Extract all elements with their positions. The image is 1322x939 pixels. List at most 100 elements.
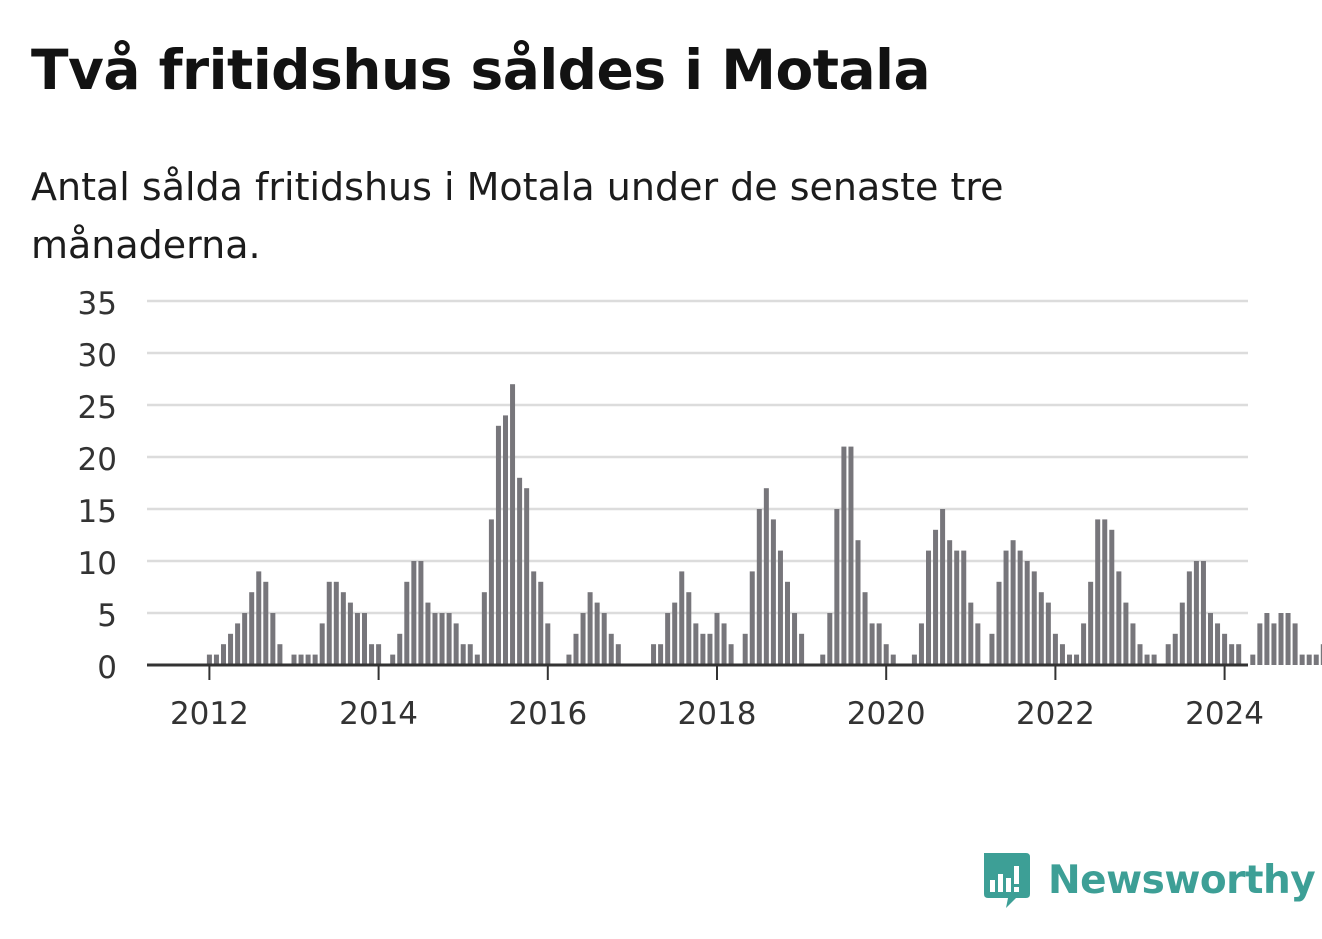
bar (1313, 654, 1319, 665)
bar (1116, 571, 1122, 665)
chart-subtitle: Antal sålda fritidshus i Motala under de… (31, 165, 1004, 267)
bar (770, 519, 776, 665)
bar (256, 571, 262, 665)
bar (333, 581, 339, 665)
bar (362, 613, 367, 665)
bar (446, 613, 452, 665)
y-tick-label: 5 (97, 598, 117, 634)
bar (841, 446, 847, 665)
bar (1165, 644, 1171, 665)
bar (742, 633, 748, 665)
y-tick-label: 0 (97, 650, 117, 686)
bar (1250, 654, 1256, 665)
bar (756, 509, 762, 665)
bar (587, 592, 593, 665)
bar (763, 488, 769, 665)
bar (1285, 613, 1291, 665)
x-tick-label: 2024 (1185, 696, 1264, 732)
bar (432, 613, 438, 665)
bar (524, 488, 530, 665)
bar (954, 550, 960, 665)
y-tick-label: 20 (78, 442, 117, 478)
y-tick-label: 25 (78, 390, 117, 426)
bar (827, 613, 833, 665)
bar (1074, 654, 1080, 665)
bar (1144, 654, 1150, 665)
bar (481, 592, 487, 665)
bar (940, 509, 946, 665)
bar (672, 602, 678, 665)
bar (686, 592, 692, 665)
bar (1264, 613, 1270, 665)
bar (947, 540, 953, 665)
bar (1320, 644, 1322, 665)
bar (615, 644, 621, 665)
newsworthy-logo: Newsworthy (980, 850, 1316, 910)
bar (933, 529, 939, 665)
bar (1208, 613, 1213, 665)
bar (291, 654, 297, 665)
bar (1017, 550, 1023, 665)
bar (418, 561, 424, 665)
bar (700, 633, 706, 665)
bar (777, 550, 783, 665)
bar (510, 384, 516, 665)
bar (460, 644, 466, 665)
newsworthy-chart-logo-icon (984, 853, 1030, 908)
bar (721, 623, 727, 665)
bar (658, 644, 664, 665)
bar (749, 571, 755, 665)
bar (340, 592, 346, 665)
bar (996, 581, 1002, 665)
bar (1088, 581, 1094, 665)
bar (347, 602, 353, 665)
bar (1193, 561, 1199, 665)
bar (390, 654, 396, 665)
bar (785, 581, 790, 665)
bar (975, 623, 981, 665)
bar (601, 613, 607, 665)
bar (517, 477, 523, 665)
x-tick-label: 2014 (339, 696, 418, 732)
bar (326, 581, 332, 665)
bar (298, 654, 304, 665)
bar (354, 613, 360, 665)
bar (319, 623, 325, 665)
bar (1257, 623, 1263, 665)
bar (1038, 592, 1044, 665)
bar (1172, 633, 1178, 665)
bar (531, 571, 537, 665)
bar (566, 654, 572, 665)
bar (1052, 633, 1058, 665)
bar (312, 654, 318, 665)
bar (270, 613, 276, 665)
bar (890, 654, 896, 665)
bar (1179, 602, 1185, 665)
bar (538, 581, 544, 665)
bar (495, 425, 501, 665)
bar (369, 644, 375, 665)
bar (228, 633, 234, 665)
bar (1222, 633, 1228, 665)
y-tick-label: 30 (78, 338, 117, 374)
bar (1229, 644, 1235, 665)
bar (206, 654, 212, 665)
bar (453, 623, 459, 665)
bar (1186, 571, 1192, 665)
bar (1109, 529, 1115, 665)
bar (679, 571, 685, 665)
bar (968, 602, 974, 665)
bar (1130, 623, 1136, 665)
bar (1045, 602, 1051, 665)
bar (545, 623, 551, 665)
bar (792, 613, 798, 665)
bar (263, 581, 269, 665)
bar (820, 654, 826, 665)
bar (714, 613, 720, 665)
bar (608, 633, 614, 665)
bar (869, 623, 875, 665)
bar (1278, 613, 1284, 665)
bar (1292, 623, 1298, 665)
bar (926, 550, 931, 665)
bar (728, 644, 734, 665)
